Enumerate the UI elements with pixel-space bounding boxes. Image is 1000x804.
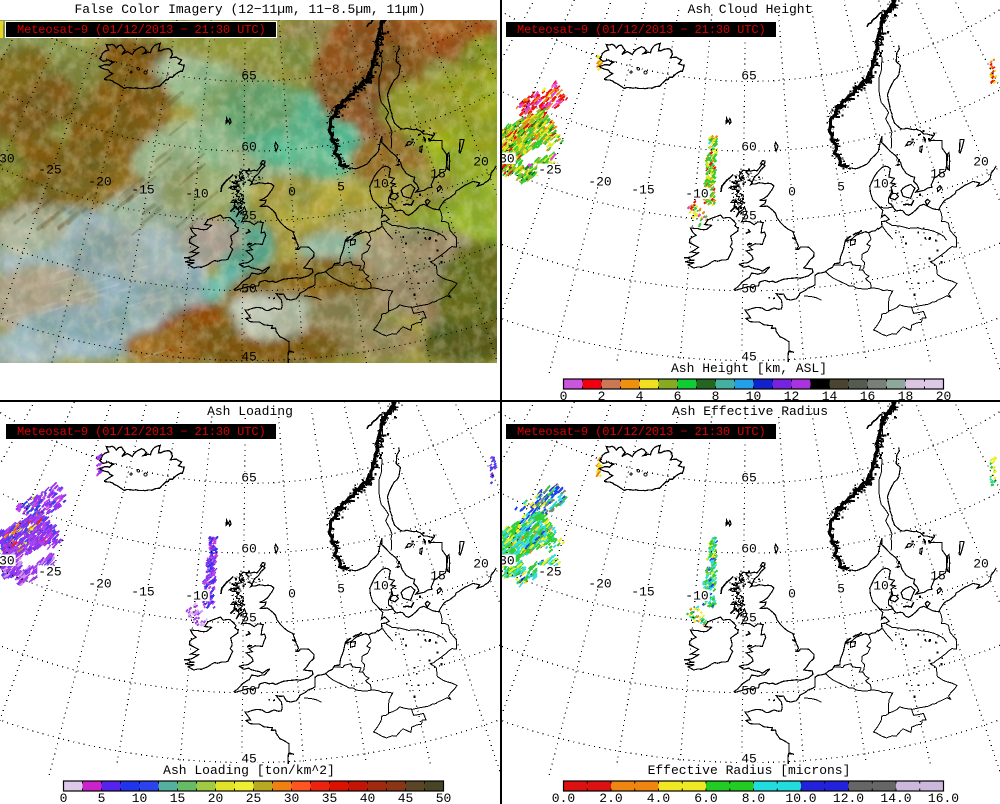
svg-text:10: 10	[132, 791, 148, 804]
svg-text:10: 10	[746, 389, 762, 402]
svg-text:16.0: 16.0	[928, 791, 959, 804]
svg-text:65: 65	[741, 471, 757, 486]
svg-text:0: 0	[788, 185, 796, 200]
svg-text:35: 35	[322, 791, 338, 804]
svg-text:60: 60	[241, 542, 257, 557]
svg-text:15: 15	[430, 569, 446, 584]
svg-text:50: 50	[241, 282, 257, 297]
svg-text:55: 55	[741, 611, 757, 626]
svg-text:5: 5	[837, 180, 845, 195]
svg-text:15: 15	[430, 167, 446, 182]
svg-text:2.0: 2.0	[599, 791, 622, 804]
svg-text:-30: -30	[500, 152, 515, 167]
svg-text:-25: -25	[38, 163, 61, 178]
svg-text:-20: -20	[88, 175, 111, 190]
svg-text:45: 45	[398, 791, 414, 804]
svg-text:0.0: 0.0	[552, 791, 575, 804]
svg-text:12: 12	[784, 389, 800, 402]
svg-text:6.0: 6.0	[694, 791, 717, 804]
svg-text:0: 0	[60, 791, 68, 804]
svg-text:0: 0	[288, 587, 296, 602]
svg-text:15: 15	[930, 167, 946, 182]
svg-text:20: 20	[973, 557, 989, 572]
svg-text:55: 55	[241, 611, 257, 626]
svg-text:Ash Loading [ton/km^2]: Ash Loading [ton/km^2]	[163, 763, 335, 778]
svg-text:30: 30	[284, 791, 300, 804]
svg-text:-15: -15	[131, 585, 154, 600]
svg-text:20: 20	[973, 155, 989, 170]
svg-text:65: 65	[741, 69, 757, 84]
svg-text:10: 10	[873, 579, 889, 594]
svg-text:-15: -15	[131, 183, 154, 198]
svg-text:10.0: 10.0	[785, 791, 816, 804]
svg-text:55: 55	[241, 209, 257, 224]
svg-text:45: 45	[741, 350, 757, 365]
svg-text:20: 20	[208, 791, 224, 804]
svg-text:10: 10	[873, 177, 889, 192]
svg-text:5: 5	[337, 582, 345, 597]
svg-text:-20: -20	[588, 577, 611, 592]
svg-text:55: 55	[741, 209, 757, 224]
svg-text:20: 20	[473, 155, 489, 170]
svg-text:14: 14	[822, 389, 838, 402]
svg-text:4: 4	[636, 389, 644, 402]
svg-text:-10: -10	[685, 589, 708, 604]
svg-text:8.0: 8.0	[742, 791, 765, 804]
svg-text:-10: -10	[185, 187, 208, 202]
svg-text:45: 45	[741, 752, 757, 767]
svg-text:5: 5	[837, 582, 845, 597]
svg-text:60: 60	[741, 140, 757, 155]
svg-text:0: 0	[560, 389, 568, 402]
svg-text:15: 15	[930, 569, 946, 584]
svg-text:20: 20	[936, 389, 952, 402]
svg-text:14.0: 14.0	[880, 791, 911, 804]
svg-text:-30: -30	[0, 554, 15, 569]
svg-text:8: 8	[712, 389, 720, 402]
svg-text:0: 0	[288, 185, 296, 200]
svg-text:60: 60	[241, 140, 257, 155]
svg-text:16: 16	[860, 389, 876, 402]
svg-text:-20: -20	[88, 577, 111, 592]
svg-text:-15: -15	[631, 585, 654, 600]
svg-text:45: 45	[241, 350, 257, 365]
svg-text:60: 60	[741, 542, 757, 557]
svg-text:50: 50	[241, 684, 257, 699]
svg-text:4.0: 4.0	[647, 791, 670, 804]
svg-text:12.0: 12.0	[833, 791, 864, 804]
svg-text:-15: -15	[631, 183, 654, 198]
svg-text:10: 10	[373, 177, 389, 192]
svg-text:50: 50	[436, 791, 452, 804]
svg-text:-10: -10	[185, 589, 208, 604]
svg-text:65: 65	[241, 69, 257, 84]
svg-text:45: 45	[241, 752, 257, 767]
svg-text:-20: -20	[588, 175, 611, 190]
svg-text:-25: -25	[38, 565, 61, 580]
svg-text:-30: -30	[0, 152, 15, 167]
svg-text:10: 10	[373, 579, 389, 594]
svg-text:-25: -25	[538, 565, 561, 580]
svg-text:5: 5	[337, 180, 345, 195]
svg-text:-10: -10	[685, 187, 708, 202]
svg-text:20: 20	[473, 557, 489, 572]
svg-text:5: 5	[98, 791, 106, 804]
svg-text:-25: -25	[538, 163, 561, 178]
svg-text:0: 0	[788, 587, 796, 602]
svg-text:-30: -30	[500, 554, 515, 569]
svg-text:Ash Height [km, ASL]: Ash Height [km, ASL]	[671, 361, 827, 376]
svg-text:50: 50	[741, 282, 757, 297]
svg-text:25: 25	[246, 791, 262, 804]
svg-text:18: 18	[898, 389, 914, 402]
svg-text:50: 50	[741, 684, 757, 699]
svg-text:Effective Radius [microns]: Effective Radius [microns]	[648, 763, 851, 778]
svg-text:6: 6	[674, 389, 682, 402]
svg-text:2: 2	[598, 389, 606, 402]
svg-text:65: 65	[241, 471, 257, 486]
svg-text:15: 15	[170, 791, 186, 804]
svg-text:40: 40	[360, 791, 376, 804]
